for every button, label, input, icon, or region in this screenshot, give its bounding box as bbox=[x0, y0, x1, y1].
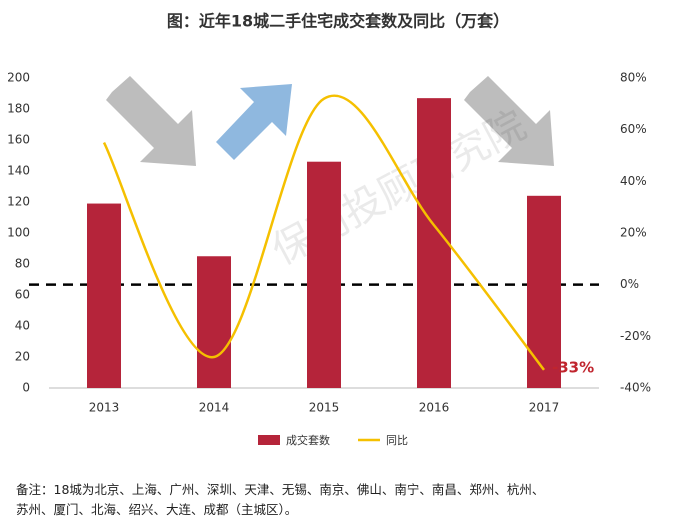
legend-label: 同比 bbox=[386, 434, 408, 447]
x-tick-label: 2015 bbox=[309, 401, 340, 415]
y-tick-label: 80 bbox=[15, 257, 30, 271]
bar bbox=[417, 98, 451, 389]
data-label: -33% bbox=[552, 358, 594, 376]
y-tick-label: 20 bbox=[15, 350, 30, 364]
arrow-down bbox=[106, 76, 196, 166]
y-tick-label: 100 bbox=[7, 226, 30, 240]
x-tick-label: 2013 bbox=[89, 401, 120, 415]
arrow-up bbox=[216, 84, 292, 160]
y-tick-label: 60 bbox=[15, 288, 30, 302]
y-tick-label: 160 bbox=[7, 133, 30, 147]
line bbox=[102, 94, 545, 371]
footnote: 备注：18城为北京、上海、广州、深圳、天津、无锡、南京、佛山、南宁、南昌、郑州、… bbox=[16, 480, 656, 520]
y2-tick-label: -40% bbox=[620, 381, 651, 395]
bar bbox=[197, 256, 231, 388]
arrow-down bbox=[464, 76, 554, 166]
x-tick-label: 2017 bbox=[529, 401, 560, 415]
y2-tick-label: 0% bbox=[620, 277, 639, 291]
x-tick-label: 2014 bbox=[199, 401, 230, 415]
x-tick-label: 2016 bbox=[419, 401, 450, 415]
legend-swatch bbox=[258, 435, 280, 445]
y-tick-label: 0 bbox=[22, 381, 30, 395]
y2-tick-label: 40% bbox=[620, 174, 647, 188]
bar bbox=[307, 161, 341, 388]
chart-title: 图：近年18城二手住宅成交套数及同比（万套） bbox=[167, 12, 509, 31]
y-tick-label: 140 bbox=[7, 164, 30, 178]
y-tick-label: 200 bbox=[7, 71, 30, 85]
bar bbox=[87, 203, 121, 388]
y2-tick-label: -20% bbox=[620, 329, 651, 343]
y-tick-label: 180 bbox=[7, 102, 30, 116]
y2-tick-label: 60% bbox=[620, 122, 647, 136]
y-tick-label: 120 bbox=[7, 195, 30, 209]
footnote-line: 备注：18城为北京、上海、广州、深圳、天津、无锡、南京、佛山、南宁、南昌、郑州、… bbox=[16, 482, 545, 497]
chart: 图：近年18城二手住宅成交套数及同比（万套） 保利投顾研究院 020406080… bbox=[7, 12, 651, 448]
y-tick-label: 40 bbox=[15, 319, 30, 333]
legend-label: 成交套数 bbox=[286, 433, 330, 447]
y2-tick-label: 80% bbox=[620, 71, 647, 85]
footnote-line: 苏州、厦门、北海、绍兴、大连、成都（主城区）。 bbox=[16, 502, 298, 517]
y2-tick-label: 20% bbox=[620, 226, 647, 240]
